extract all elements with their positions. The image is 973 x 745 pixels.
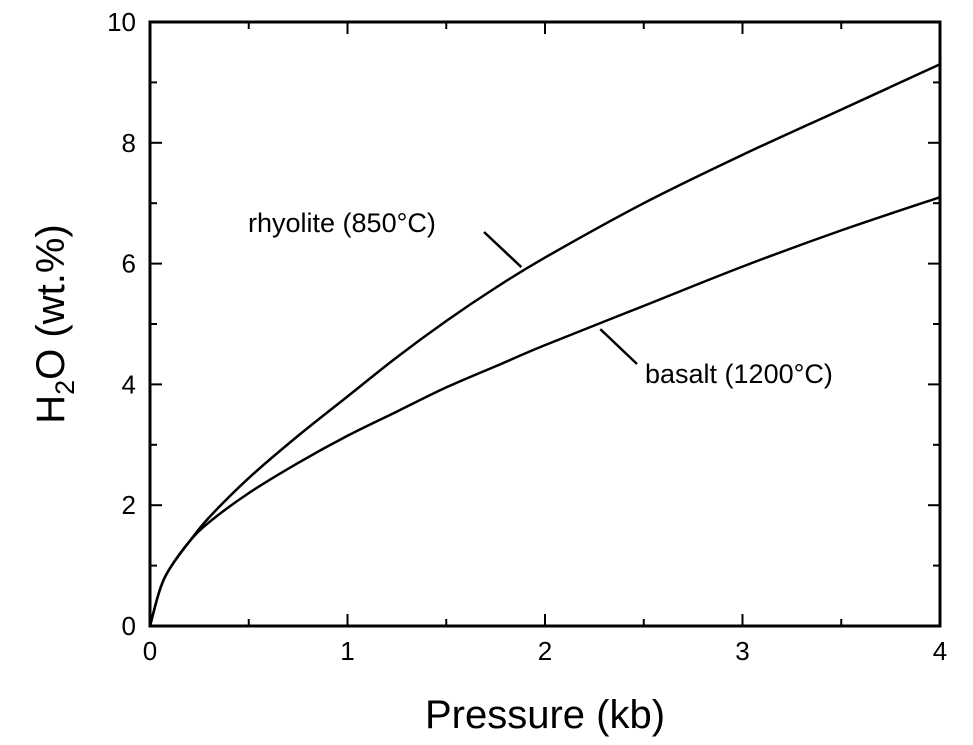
- x-tick-label: 4: [933, 636, 947, 666]
- series-lines: [148, 63, 941, 627]
- y-axis-title: H2O (wt.%): [29, 224, 80, 423]
- y-axis-title-main: H: [29, 395, 73, 424]
- annotations: rhyolite (850°C) basalt (1200°C): [248, 208, 833, 389]
- y-axis-title-rest: O (wt.%): [29, 224, 73, 380]
- y-tick-label: 10: [107, 7, 136, 37]
- y-tick-label: 0: [122, 611, 136, 641]
- leader-line-basalt: [599, 328, 638, 365]
- leader-line-rhyolite: [483, 231, 523, 268]
- x-tick-label: 2: [538, 636, 552, 666]
- y-tick-label: 8: [122, 128, 136, 158]
- y-tick-label: 6: [122, 249, 136, 279]
- plot-frame: [148, 20, 942, 628]
- x-tick-label: 3: [735, 636, 749, 666]
- annotation-rhyolite: rhyolite (850°C): [248, 208, 436, 238]
- tick-labels: 0 1 2 3 4 0 2 4 6 8 10: [107, 7, 947, 666]
- axis-ticks: [149, 21, 941, 627]
- series-line-basalt: [148, 195, 941, 627]
- y-tick-label: 4: [122, 369, 136, 399]
- y-tick-label: 2: [122, 490, 136, 520]
- y-axis-title-subscript: 2: [50, 380, 80, 395]
- x-tick-label: 1: [340, 636, 354, 666]
- x-axis-title: Pressure (kb): [425, 693, 665, 737]
- x-tick-label: 0: [143, 636, 157, 666]
- annotation-basalt: basalt (1200°C): [645, 359, 833, 389]
